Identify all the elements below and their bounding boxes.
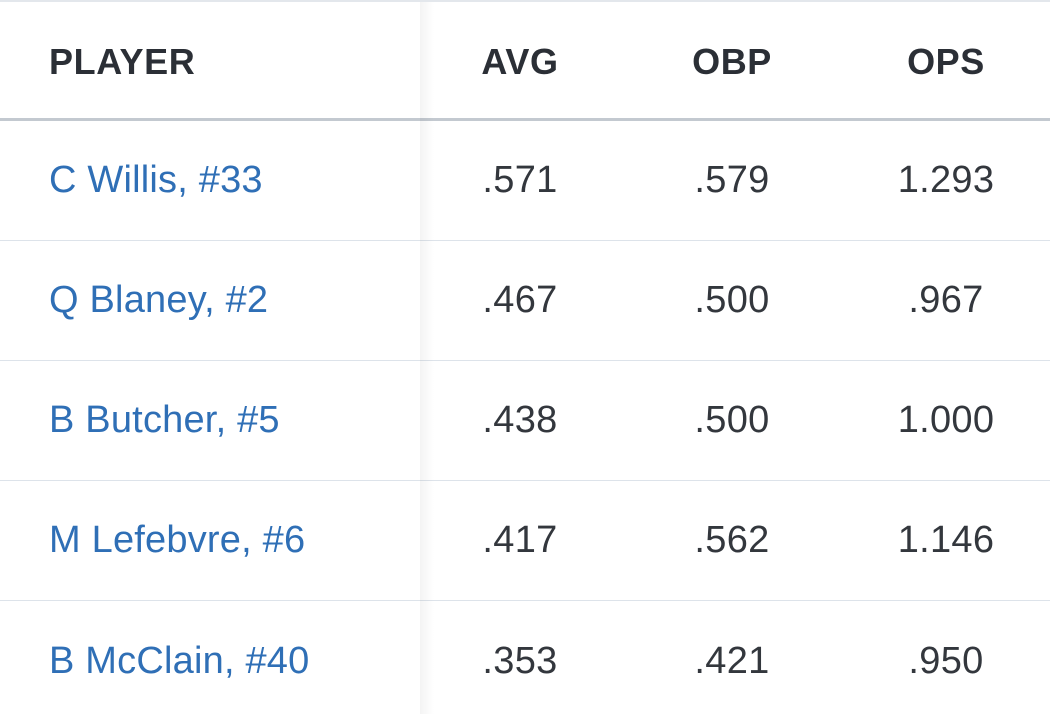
column-header-ops[interactable]: OPS: [907, 41, 985, 82]
player-link[interactable]: M Lefebvre, #6: [49, 519, 306, 561]
obp-value: .500: [694, 279, 770, 321]
avg-value: .417: [482, 519, 558, 561]
obp-value: .421: [694, 639, 770, 682]
table-row: B Butcher, #5 .438 .500 1.000: [0, 361, 1050, 481]
player-link[interactable]: C Willis, #33: [49, 159, 263, 201]
column-header-avg[interactable]: AVG: [481, 41, 559, 82]
player-link[interactable]: B McClain, #40: [49, 639, 310, 682]
obp-value: .500: [694, 399, 770, 441]
obp-value: .579: [694, 159, 770, 201]
avg-value: .438: [482, 399, 558, 441]
table-row: Q Blaney, #2 .467 .500 .967: [0, 241, 1050, 361]
player-link[interactable]: B Butcher, #5: [49, 399, 280, 441]
table-header-row: PLAYER AVG OBP OPS: [0, 2, 1050, 121]
obp-value: .562: [694, 519, 770, 561]
ops-value: 1.146: [897, 519, 995, 561]
ops-value: .950: [908, 639, 984, 682]
column-header-obp[interactable]: OBP: [692, 41, 772, 82]
player-link[interactable]: Q Blaney, #2: [49, 279, 269, 321]
table-row: C Willis, #33 .571 .579 1.293: [0, 121, 1050, 241]
avg-value: .571: [482, 159, 558, 201]
column-header-player[interactable]: PLAYER: [49, 41, 196, 82]
table-row: M Lefebvre, #6 .417 .562 1.146: [0, 481, 1050, 601]
ops-value: 1.293: [897, 159, 995, 201]
avg-value: .467: [482, 279, 558, 321]
ops-value: 1.000: [897, 399, 995, 441]
avg-value: .353: [482, 639, 558, 682]
ops-value: .967: [908, 279, 984, 321]
table-row: B McClain, #40 .353 .421 .950: [0, 601, 1050, 721]
